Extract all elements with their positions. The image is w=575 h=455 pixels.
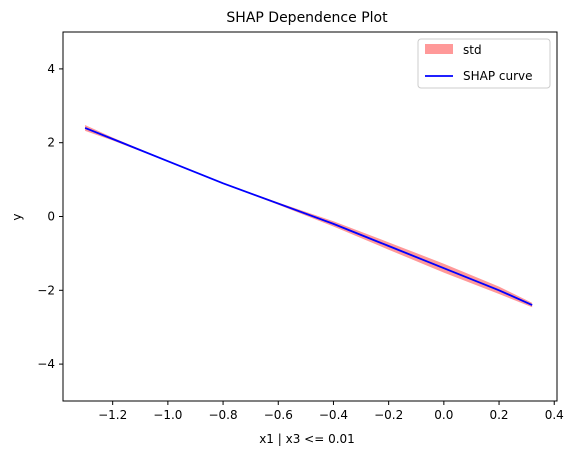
y-tick-label: 0 xyxy=(47,210,55,224)
chart-title: SHAP Dependence Plot xyxy=(226,10,388,26)
y-tick-label: −4 xyxy=(37,357,55,371)
x-tick-label: −0.4 xyxy=(319,408,348,422)
y-tick-label: −2 xyxy=(37,283,55,297)
x-axis-label: x1 | x3 <= 0.01 xyxy=(259,432,355,446)
legend: std SHAP curve xyxy=(417,38,551,89)
axes-frame xyxy=(62,31,558,402)
x-tick-label: −1.0 xyxy=(153,408,182,422)
std-band xyxy=(85,124,533,308)
y-tick-label: 2 xyxy=(47,136,55,150)
legend-swatch-std xyxy=(425,44,453,54)
x-tick-label: −0.6 xyxy=(264,408,293,422)
y-tick-label: 4 xyxy=(47,62,55,76)
shap-curve-line xyxy=(84,127,533,306)
x-tick-label: −1.2 xyxy=(98,408,127,422)
x-tick-label: −0.8 xyxy=(208,408,237,422)
x-axis-ticks: −1.2 −1.0 −0.8 −0.6 −0.4 −0.2 0.0 0.2 0.4 xyxy=(98,401,564,422)
y-axis-label: y xyxy=(10,213,24,220)
legend-label-shap-curve: SHAP curve xyxy=(463,69,533,83)
x-tick-label: −0.2 xyxy=(374,408,403,422)
x-tick-label: 0.0 xyxy=(434,408,453,422)
plot-area xyxy=(84,124,533,308)
legend-label-std: std xyxy=(463,43,482,57)
y-axis-ticks: −4 −2 0 2 4 xyxy=(37,62,63,371)
x-tick-label: 0.4 xyxy=(545,408,564,422)
x-tick-label: 0.2 xyxy=(489,408,508,422)
